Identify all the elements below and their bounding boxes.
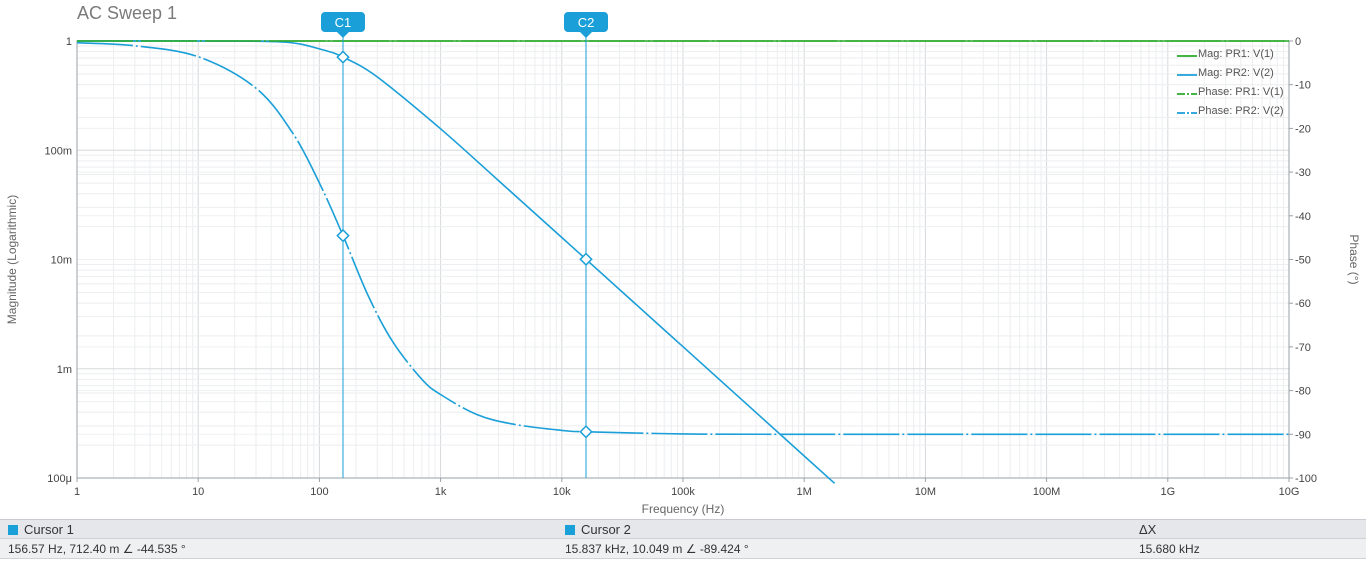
y-axis-label: Magnitude (Logarithmic)	[5, 195, 19, 324]
x-tick-label: 100k	[671, 486, 695, 498]
ac-sweep-plot[interactable]: C1 C2 1 10 100 1k 10k 100k 1M 10M 100M 1G 10G1100m1…	[0, 0, 1366, 519]
x-tick-label: 10M	[915, 486, 936, 498]
x-tick-label: 1G	[1160, 486, 1175, 498]
y2-tick-label: -50	[1295, 255, 1311, 267]
cursor2-label: Cursor 2	[581, 522, 631, 537]
x-tick-label: 10G	[1279, 486, 1300, 498]
delta-column: ΔX 15.680 kHz	[1131, 519, 1366, 559]
y-tick-label: 10m	[51, 255, 72, 267]
cursor-tag-label-1: C1	[335, 15, 352, 30]
x-tick-label: 1k	[435, 486, 447, 498]
tick-labels: 1 10 100 1k 10k 100k 1M 10M 100M 1G 10G 1 100m 10m 1m 1…	[44, 36, 1317, 498]
y-tick-label: 1	[66, 36, 72, 48]
cursor2-value: 15.837 kHz, 10.049 m ∠ -89.424 °	[557, 539, 1131, 559]
series-layer	[76, 40, 1290, 484]
x-tick-label: 10k	[553, 486, 571, 498]
y2-axis-label: Phase (°)	[1347, 234, 1361, 284]
series-line-4	[76, 41, 1290, 436]
y2-tick-label: -10	[1295, 80, 1311, 92]
cursor1-label: Cursor 1	[24, 522, 74, 537]
cursor2-swatch-icon	[565, 525, 575, 535]
cursor-marker-mag-1	[336, 50, 350, 64]
x-axis-label: Frequency (Hz)	[642, 502, 725, 516]
y-tick-label: 100m	[44, 145, 72, 157]
cursor1-swatch-icon	[8, 525, 18, 535]
y2-tick-label: -90	[1295, 429, 1311, 441]
cursor1-value: 156.57 Hz, 712.40 m ∠ -44.535 °	[0, 539, 557, 559]
cursor-tag-label-2: C2	[578, 15, 595, 30]
series-line-2	[76, 40, 836, 484]
cursor-layer[interactable]: C1 C2	[320, 12, 609, 478]
chart-title: AC Sweep 1	[77, 3, 178, 23]
y2-tick-label: -60	[1295, 298, 1311, 310]
x-tick-label: 1	[74, 486, 80, 498]
x-tick-label: 1M	[797, 486, 812, 498]
cursor-marker-mag-2	[579, 252, 593, 266]
cursor-tag-1	[320, 12, 365, 38]
cursor-table: Cursor 1 156.57 Hz, 712.40 m ∠ -44.535 °…	[0, 519, 1366, 565]
cursor2-column: Cursor 2 15.837 kHz, 10.049 m ∠ -89.424 …	[557, 519, 1132, 559]
y2-tick-label: -70	[1295, 342, 1311, 354]
legend-label-4: Phase: PR2: V(2)	[1198, 105, 1284, 117]
x-tick-label: 10	[192, 486, 204, 498]
cursor1-column: Cursor 1 156.57 Hz, 712.40 m ∠ -44.535 °	[0, 519, 558, 559]
grid	[76, 40, 1289, 479]
y2-tick-label: -30	[1295, 167, 1311, 179]
y-tick-label: 100μ	[47, 473, 72, 485]
delta-value: 15.680 kHz	[1131, 539, 1366, 559]
legend-label-1: Mag: PR1: V(1)	[1198, 48, 1274, 60]
x-tick-label: 100	[310, 486, 328, 498]
legend-label-2: Mag: PR2: V(2)	[1198, 67, 1274, 79]
cursor-marker-phase-1	[336, 228, 350, 243]
y2-tick-label: -80	[1295, 386, 1311, 398]
y2-tick-label: -40	[1295, 211, 1311, 223]
cursor1-header[interactable]: Cursor 1	[0, 519, 557, 539]
legend[interactable]: Mag: PR1: V(1) Mag: PR2: V(2) Phase: PR1: …	[1177, 48, 1284, 117]
cursor2-header[interactable]: Cursor 2	[557, 519, 1131, 539]
delta-header: ΔX	[1131, 519, 1366, 539]
y2-tick-label: -20	[1295, 123, 1311, 135]
y-tick-label: 1m	[57, 364, 72, 376]
x-tick-label: 100M	[1033, 486, 1061, 498]
legend-label-3: Phase: PR1: V(1)	[1198, 86, 1284, 98]
y2-tick-label: 0	[1295, 36, 1301, 48]
cursor-marker-phase-2	[579, 425, 593, 439]
y2-tick-label: -100	[1295, 473, 1317, 485]
cursor-tag-2	[564, 12, 609, 38]
